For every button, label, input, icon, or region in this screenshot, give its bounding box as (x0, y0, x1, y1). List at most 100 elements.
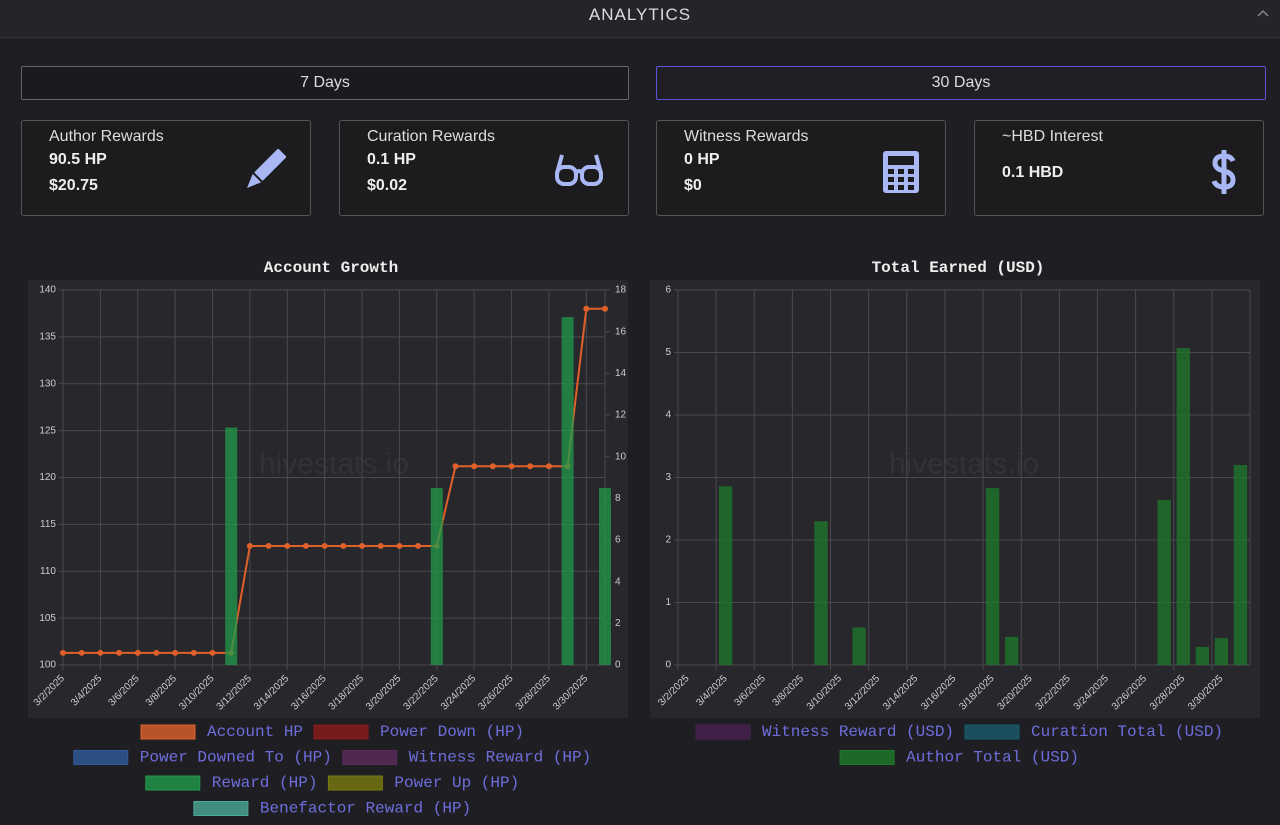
y-tick-label: 115 (40, 519, 56, 530)
point (78, 649, 85, 656)
legend-swatch (695, 724, 751, 740)
card: ~HBD Interest 0.1 HBD (974, 120, 1264, 216)
point (209, 649, 216, 656)
y2-tick-label: 6 (615, 535, 621, 546)
legend-swatch (964, 724, 1020, 740)
legend-label: Witness Reward (HP) (409, 749, 591, 767)
bar (1214, 638, 1229, 665)
bar (1176, 348, 1190, 665)
point (489, 463, 496, 470)
point (321, 542, 328, 549)
card-value: 0 HP (684, 151, 720, 168)
point (508, 463, 515, 470)
bar (430, 487, 443, 665)
legend-swatch (342, 750, 398, 765)
point (265, 542, 272, 549)
legend-label: Witness Reward (USD) (762, 723, 954, 741)
bar (561, 317, 574, 665)
point (284, 542, 291, 549)
y2-tick-label: 0 (615, 660, 621, 671)
header-title: ANALYTICS (588, 5, 692, 24)
y2-tick-label: 4 (615, 576, 621, 587)
y-tick-label: 120 (39, 472, 56, 483)
y-tick-label: 135 (39, 332, 56, 343)
y2-tick-label: 18 (615, 285, 627, 296)
point (471, 463, 478, 470)
y-tick-label: 6 (665, 285, 671, 296)
glasses-icon (555, 154, 603, 186)
y-tick-label: 0 (665, 660, 671, 671)
point (545, 463, 552, 470)
watermark: hivestats.io (889, 447, 1039, 480)
y2-tick-label: 16 (615, 326, 627, 337)
card-title: Curation Rewards (367, 128, 496, 145)
point (116, 649, 123, 656)
legend-label: Power Up (HP) (394, 774, 519, 792)
legend-label: Power Downed To (HP) (140, 749, 332, 767)
legend-swatch (313, 724, 369, 740)
y-tick-label: 140 (39, 285, 56, 296)
card-value: 0.1 HP (367, 151, 416, 168)
point (396, 542, 403, 549)
point (172, 649, 179, 656)
legend-label: Benefactor Reward (HP) (260, 800, 471, 818)
y2-tick-label: 8 (615, 493, 621, 504)
legend-swatch (140, 724, 196, 740)
header: ANALYTICS (0, 0, 1280, 38)
point (190, 649, 197, 656)
legend-label: Power Down (HP) (380, 723, 524, 741)
card-title: Witness Rewards (684, 128, 809, 145)
legend-label: Author Total (USD) (906, 749, 1079, 767)
y2-tick-label: 10 (615, 451, 627, 462)
y-tick-label: 130 (39, 378, 56, 389)
legend-swatch (193, 801, 249, 816)
card-value: 90.5 HP (49, 151, 107, 168)
card-title: ~HBD Interest (1002, 128, 1103, 145)
point (246, 542, 253, 549)
y-tick-label: 5 (665, 347, 671, 358)
bar (985, 488, 1000, 665)
tab[interactable]: 30 Days (656, 66, 1266, 100)
y-tick-label: 1 (665, 597, 671, 608)
bar (814, 521, 828, 665)
dollar-icon (1211, 150, 1236, 194)
point (134, 649, 141, 656)
y2-tick-label: 2 (615, 618, 621, 629)
legend-swatch (327, 775, 383, 791)
chart-title: Account Growth (264, 259, 398, 277)
y-tick-label: 105 (39, 613, 56, 624)
y-tick-label: 4 (665, 410, 671, 421)
legend-swatch (839, 750, 895, 765)
card: Witness Rewards 0 HP $0 (656, 120, 946, 216)
point (60, 649, 66, 656)
tab[interactable]: 7 Days (21, 66, 629, 100)
card-value: $0 (684, 177, 702, 194)
legend-swatch (73, 750, 129, 765)
collapse-icon[interactable] (1256, 8, 1270, 18)
card: Curation Rewards 0.1 HP $0.02 (339, 120, 629, 216)
y-tick-label: 100 (39, 660, 56, 671)
point (302, 542, 309, 549)
y-tick-label: 125 (39, 425, 56, 436)
point (359, 542, 366, 549)
calculator-icon (883, 151, 919, 193)
card: Author Rewards 90.5 HP $20.75 (21, 120, 311, 216)
legend-label: Reward (HP) (212, 774, 318, 792)
card-value: $20.75 (49, 177, 98, 194)
point (583, 305, 590, 312)
bar (852, 627, 866, 665)
chart-panel (28, 280, 628, 718)
point (527, 463, 534, 470)
bar (1004, 636, 1019, 665)
point (602, 305, 608, 312)
y-tick-label: 110 (40, 566, 56, 577)
card-value: $0.02 (367, 177, 408, 194)
line (63, 307, 605, 654)
y-tick-label: 3 (665, 472, 671, 483)
y-tick-label: 2 (665, 535, 671, 546)
bar (718, 486, 733, 665)
legend-swatch (145, 775, 201, 791)
bar (599, 487, 611, 665)
